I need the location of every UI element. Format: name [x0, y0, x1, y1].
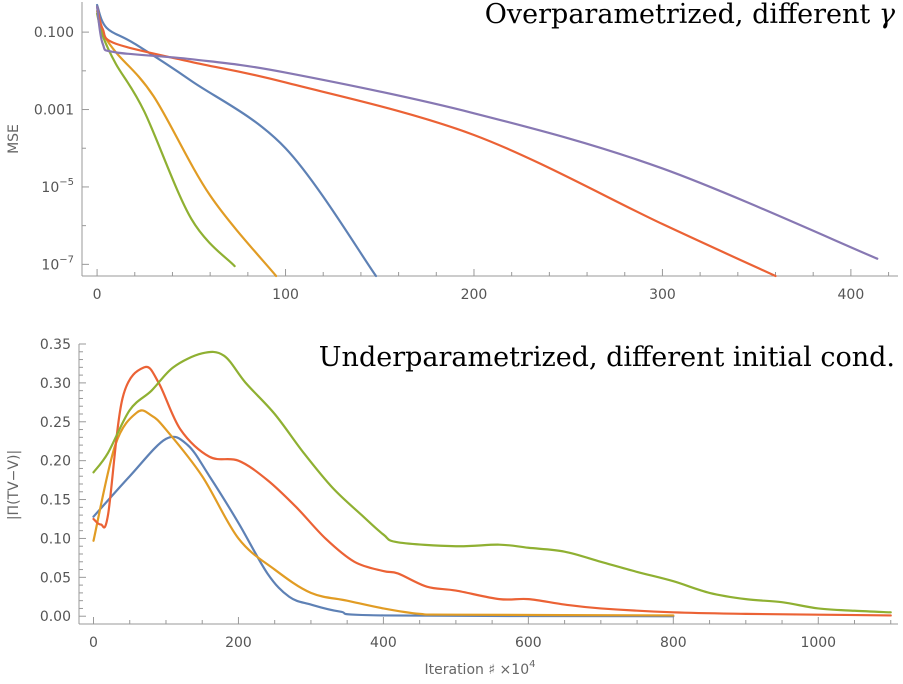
- mse-series: [95, 3, 879, 278]
- projection-x-axis-label: Iteration ♯ ×104: [425, 659, 536, 678]
- projection-axes: [78, 344, 898, 625]
- projection-y-tick-label: 0.30: [40, 376, 71, 392]
- mse-series-line-2: [95, 9, 278, 278]
- mse-x-tick-label: 200: [461, 287, 488, 303]
- x-label-text: Iteration ♯ ×10: [425, 662, 530, 678]
- mse-y-tick-label: 10−7: [41, 254, 74, 273]
- mse-y-tick-base: 0.100: [34, 25, 74, 41]
- mse-y-tick-label: 10−5: [41, 177, 74, 196]
- mse-y-tick-label: 0.100: [34, 25, 74, 41]
- mse-x-ticks: 0 100 200 300 400: [93, 269, 890, 303]
- mse-y-tick-base: 0.001: [34, 103, 74, 119]
- mse-y-axis-label: MSE: [6, 124, 22, 154]
- mse-x-tick-label: 300: [649, 287, 676, 303]
- projection-y-tick-label: 0.20: [40, 454, 71, 470]
- projection-x-ticks: 0 200 400 600 800 1000: [89, 617, 892, 651]
- projection-y-tick-label: 0.10: [40, 531, 71, 547]
- mse-y-tick-label: 0.001: [34, 103, 74, 119]
- projection-x-tick-label: 1000: [800, 635, 836, 651]
- mse-series-line-3: [95, 12, 236, 268]
- projection-x-tick-label: 400: [370, 635, 397, 651]
- projection-panel: 0.00 0.05 0.10 0.15 0.20 0.25 0.30 0.35 0 200 400…: [6, 337, 898, 678]
- projection-y-ticks: 0.00 0.05 0.10 0.15 0.20 0.25 0.30 0.35: [40, 337, 86, 625]
- mse-x-tick-label: 0: [93, 287, 102, 303]
- mse-series-line-5: [95, 5, 879, 260]
- projection-series-line-3: [92, 365, 892, 617]
- projection-x-tick-label: 200: [225, 635, 252, 651]
- projection-series: [92, 350, 892, 618]
- projection-x-tick-label: 600: [515, 635, 542, 651]
- mse-title-text: Overparametrized, different: [485, 0, 879, 30]
- projection-series-line-4: [92, 350, 892, 614]
- mse-x-tick-label: 400: [838, 287, 865, 303]
- projection-y-axis-label: |Π(TV−V)|: [6, 450, 22, 520]
- x-label-exponent: 4: [529, 659, 535, 670]
- mse-title-gamma: γ: [879, 0, 896, 30]
- projection-y-tick-label: 0.05: [40, 570, 71, 586]
- projection-series-line-1: [92, 435, 675, 618]
- projection-series-line-2: [92, 409, 675, 617]
- projection-panel-title: Underparametrized, different initial con…: [319, 342, 895, 373]
- mse-series-line-1: [95, 3, 378, 278]
- projection-x-tick-label: 800: [660, 635, 687, 651]
- projection-y-tick-label: 0.25: [40, 415, 71, 431]
- mse-x-tick-label: 100: [272, 287, 299, 303]
- mse-y-tick-exp: −7: [59, 254, 74, 265]
- projection-y-tick-label: 0.15: [40, 493, 71, 509]
- projection-x-tick-label: 0: [89, 635, 98, 651]
- mse-series-line-4: [95, 5, 777, 278]
- projection-y-tick-label: 0.00: [40, 609, 71, 625]
- mse-y-tick-base: 10: [41, 257, 59, 273]
- mse-panel-title: Overparametrized, different γ: [485, 0, 896, 30]
- mse-y-tick-base: 10: [41, 180, 59, 196]
- mse-y-tick-exp: −5: [59, 177, 74, 188]
- projection-y-tick-label: 0.35: [40, 337, 71, 353]
- mse-axes: [81, 2, 898, 277]
